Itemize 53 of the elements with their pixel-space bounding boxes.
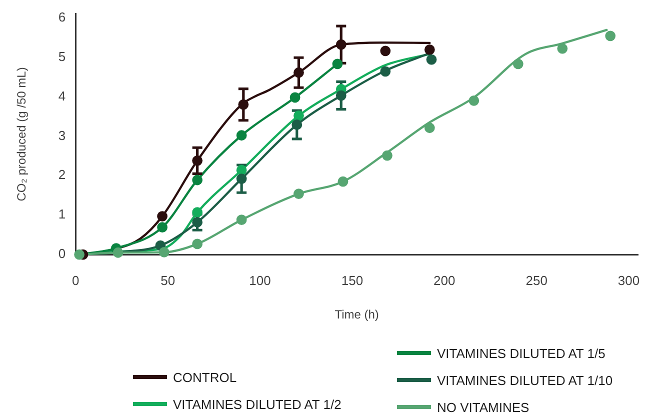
point	[74, 249, 85, 260]
x-tick-label: 150	[341, 272, 364, 288]
legend-label: VITAMINES DILUTED AT 1/10	[437, 372, 613, 388]
point	[468, 95, 480, 106]
x-tick-label: 50	[160, 272, 176, 288]
point	[112, 247, 124, 258]
point	[382, 150, 392, 161]
point	[236, 214, 247, 226]
y-tick-label: 0	[58, 246, 66, 262]
point	[336, 90, 346, 101]
point	[290, 92, 300, 103]
point	[292, 120, 302, 130]
x-tick-label: 0	[72, 272, 80, 288]
point	[426, 54, 437, 65]
x-axis-title: Time (h)	[334, 308, 379, 322]
x-tick-label: 300	[618, 272, 640, 288]
point	[424, 122, 435, 134]
point	[557, 43, 568, 54]
x-tick-label: 200	[434, 272, 456, 288]
point	[294, 110, 304, 121]
point	[380, 66, 391, 77]
point	[338, 176, 348, 187]
legend-label: VITAMINES DILUTED AT 1/2	[173, 396, 342, 412]
point	[512, 58, 524, 70]
legend-label: VITAMINES DILUTED AT 1/5	[437, 346, 606, 360]
point	[158, 247, 170, 258]
point	[157, 211, 168, 222]
point	[332, 58, 343, 70]
y-tick-label: 4	[58, 88, 66, 104]
point	[236, 130, 247, 141]
point	[294, 67, 304, 78]
legend-label: CONTROL	[173, 370, 237, 384]
point	[294, 188, 304, 200]
x-tick-label: 100	[249, 272, 271, 288]
point	[192, 174, 203, 186]
point	[157, 222, 168, 233]
legend-label: NO VITAMINES	[437, 400, 530, 414]
point	[192, 238, 203, 250]
y-tick-label: 2	[58, 167, 66, 182]
point	[424, 44, 435, 55]
point	[236, 174, 247, 184]
y-tick-label: 3	[58, 128, 66, 143]
point	[238, 99, 249, 110]
point	[605, 30, 616, 42]
point	[236, 164, 247, 176]
point	[192, 155, 203, 166]
point	[336, 39, 346, 50]
x-tick-label: 250	[526, 272, 548, 288]
y-tick-label: 6	[58, 9, 66, 24]
y-axis-title: CO₂ produced (g /50 mL)	[14, 67, 29, 202]
point	[380, 46, 391, 56]
y-tick-label: 5	[58, 48, 66, 64]
y-tick-label: 1	[58, 206, 66, 222]
